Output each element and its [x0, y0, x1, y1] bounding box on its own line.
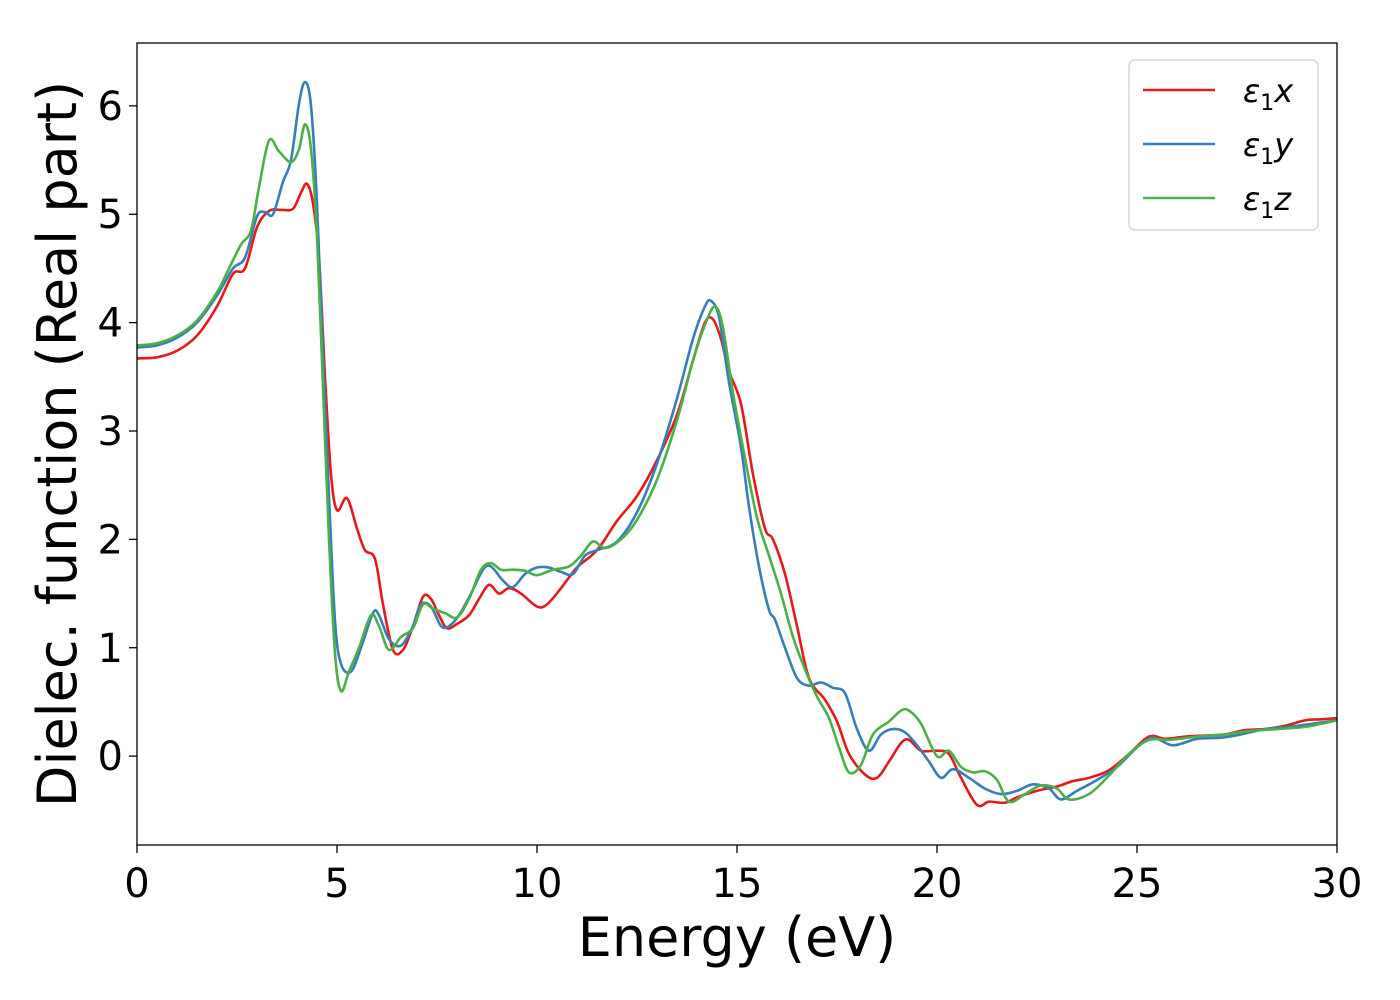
- x-tick-label: 20: [912, 861, 963, 907]
- y-tick-label: 3: [98, 409, 123, 455]
- y-tick-label: 0: [98, 734, 123, 780]
- series-layer: [137, 80, 1337, 808]
- y-axis-title: Dielec. function (Real part): [26, 81, 89, 807]
- legend-box: [1128, 59, 1319, 231]
- legend: ε1x ε1y ε1z: [1128, 59, 1319, 231]
- legend-label-y: ε1y: [1243, 126, 1294, 170]
- y-tick-label: 4: [98, 301, 123, 347]
- legend-label-z: ε1z: [1243, 180, 1292, 224]
- x-axis-title: Energy (eV): [578, 906, 897, 969]
- y-tick-label: 1: [98, 626, 123, 672]
- x-tick-label: 30: [1312, 861, 1363, 907]
- y-tick-label: 5: [98, 192, 123, 238]
- y-axis: 0 1 2 3 4 5 6: [98, 84, 137, 780]
- x-tick-label: 5: [324, 861, 349, 907]
- x-tick-label: 0: [124, 861, 149, 907]
- x-axis: 0 5 10 15 20 25 30: [124, 845, 1362, 907]
- x-tick-label: 25: [1112, 861, 1163, 907]
- legend-label-x: ε1x: [1243, 72, 1294, 116]
- x-tick-label: 15: [712, 861, 763, 907]
- series-line-x: [137, 182, 1337, 808]
- y-tick-label: 6: [98, 84, 123, 130]
- y-tick-label: 2: [98, 517, 123, 563]
- series-line-y: [137, 80, 1337, 801]
- x-tick-label: 10: [512, 861, 563, 907]
- series-line-z: [137, 122, 1337, 804]
